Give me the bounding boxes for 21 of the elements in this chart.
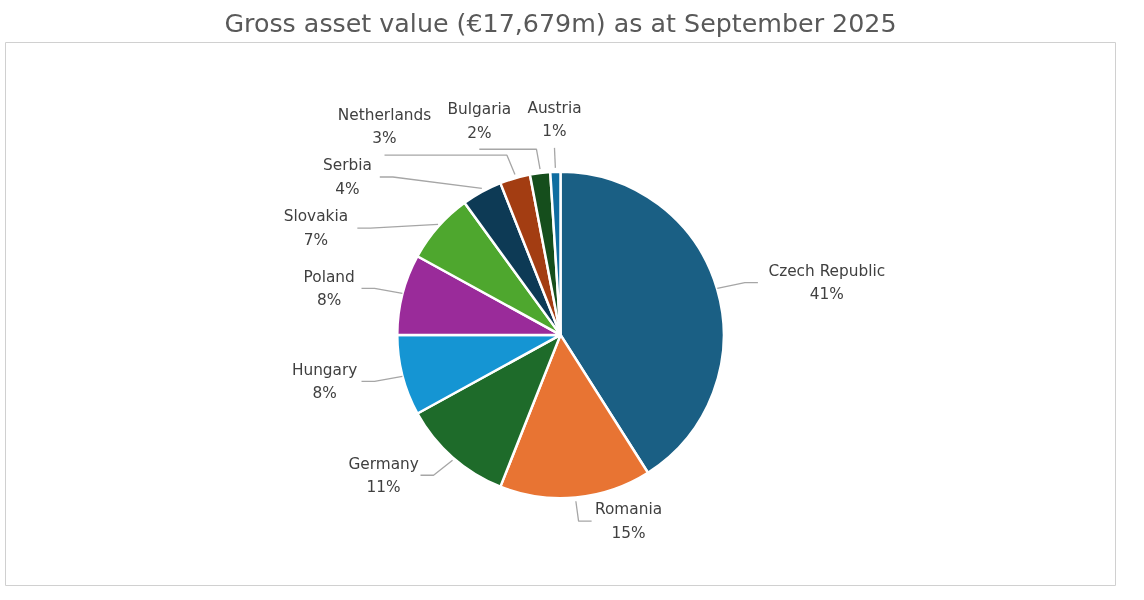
slice-label: Slovakia: [283, 207, 349, 226]
slice-label: Germany: [348, 454, 419, 473]
data-label: 15%: [611, 523, 646, 542]
data-label: 4%: [335, 179, 360, 198]
slice-label: Netherlands: [337, 106, 432, 125]
chart-title: Gross asset value (€17,679m) as at September 2025: [224, 7, 897, 38]
data-label: 8%: [312, 384, 337, 403]
data-label: 7%: [303, 230, 329, 249]
data-label: 41%: [809, 285, 844, 304]
data-label: 3%: [372, 129, 397, 148]
slice-label: Serbia: [323, 156, 372, 175]
slice-label: Hungary: [291, 360, 358, 379]
slice-label: Romania: [595, 500, 663, 519]
data-label: 8%: [317, 291, 342, 310]
slice-label: Bulgaria: [447, 100, 512, 119]
data-label: 11%: [366, 477, 401, 496]
data-label: 1%: [542, 122, 567, 141]
data-label: 2%: [467, 123, 492, 142]
slice-label: Poland: [303, 267, 355, 286]
slice-label: Austria: [527, 98, 582, 117]
slice-label: Czech Republic: [768, 261, 886, 280]
